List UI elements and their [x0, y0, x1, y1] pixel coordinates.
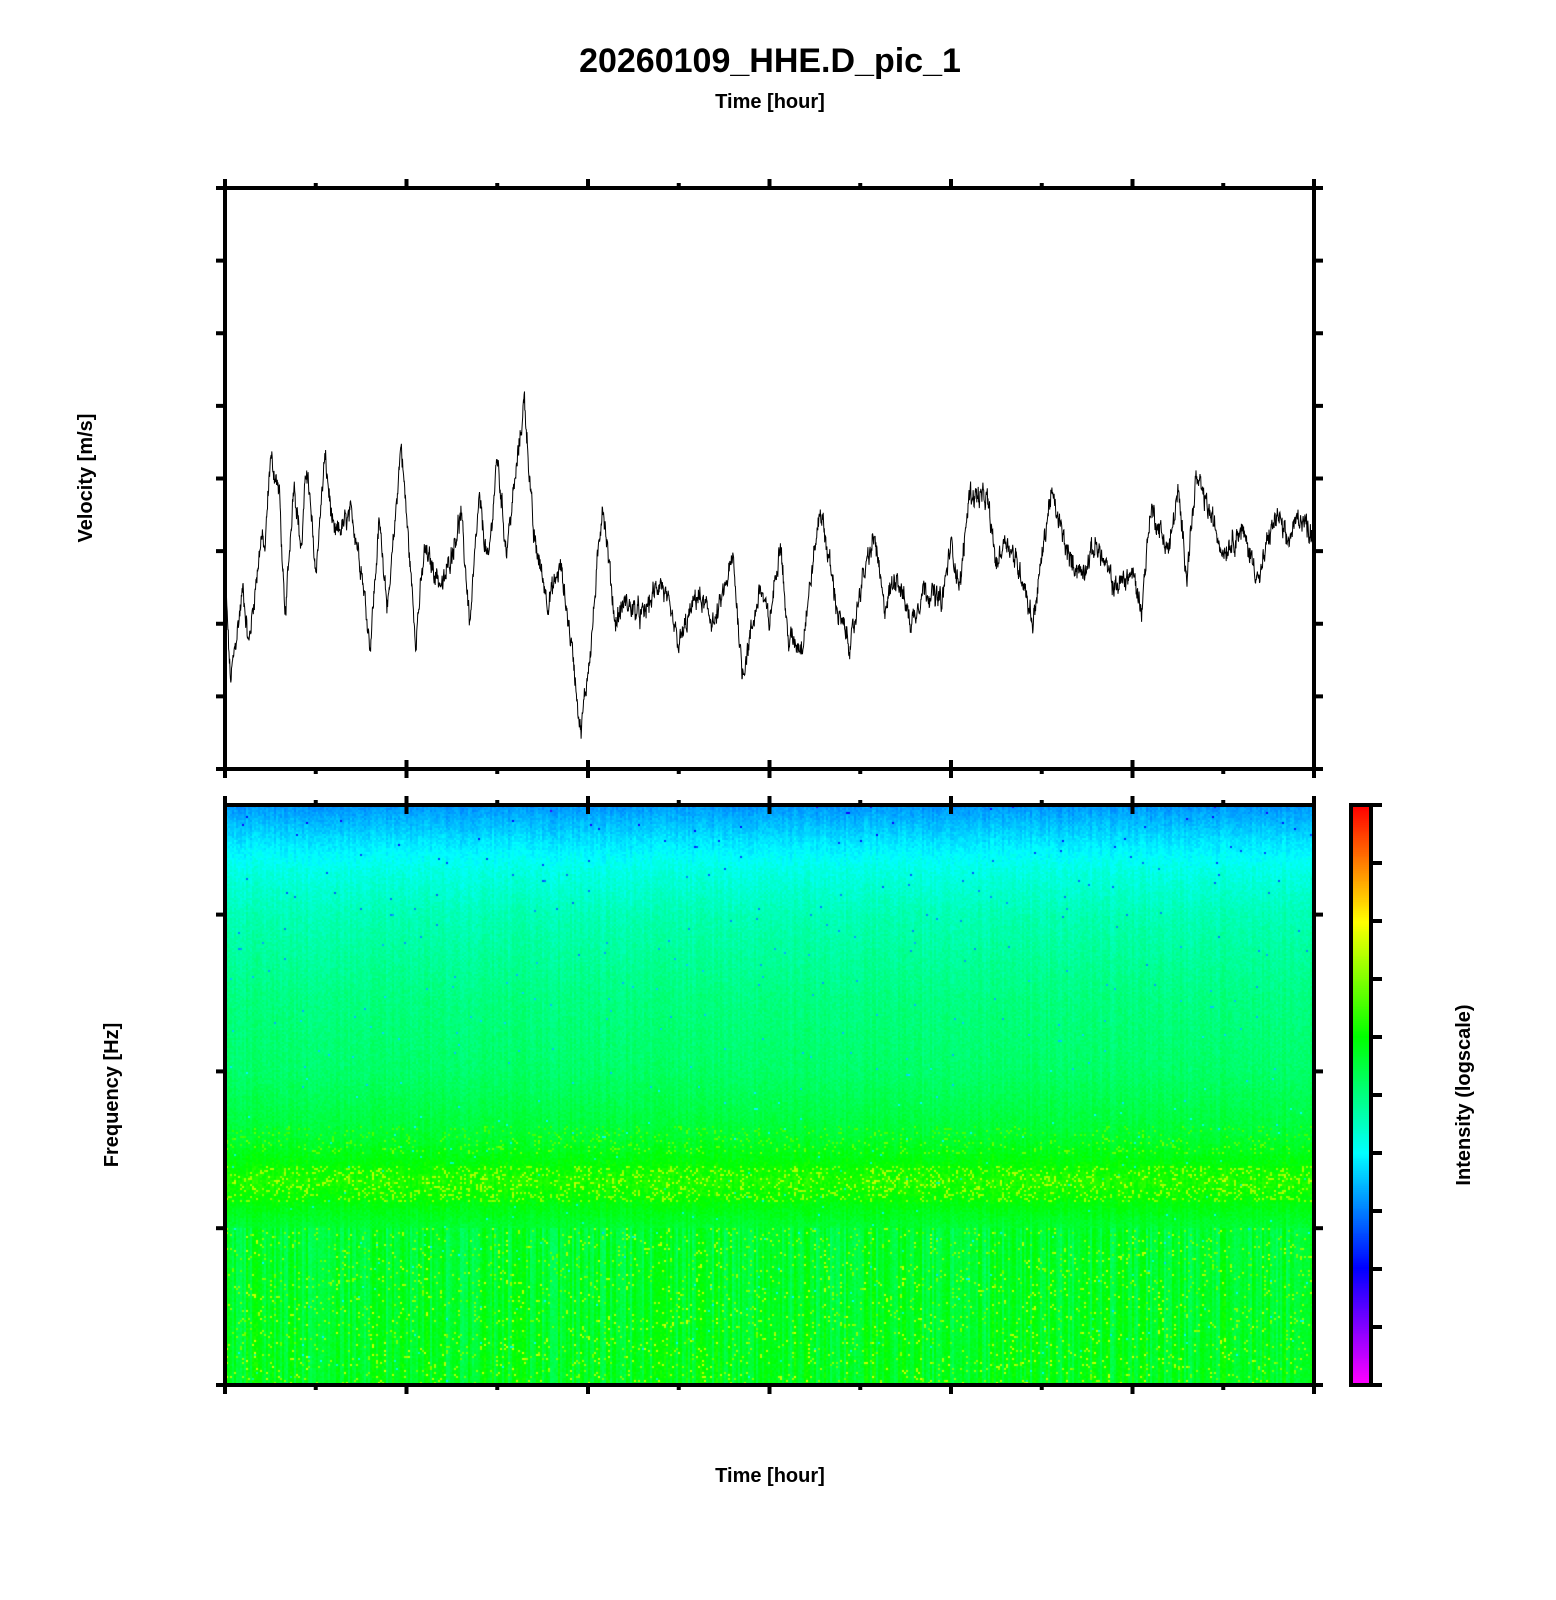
colorbar-gradient: [1352, 806, 1370, 1384]
frequency-y-axis-label: Frequency [Hz]: [101, 1023, 123, 1167]
velocity-plot-frame: [223, 186, 1316, 771]
spectrogram-image: [226, 806, 1313, 1384]
bottom-x-axis-label: Time [hour]: [715, 1465, 825, 1487]
colorbar-label: Intensity (logscale): [1453, 1004, 1475, 1185]
chart-title: 20260109_HHE.D_pic_1: [579, 42, 961, 80]
velocity-y-axis-label: Velocity [m/s]: [75, 414, 97, 543]
colorbar-frame: [1349, 803, 1373, 1387]
spectrogram-frame: [223, 803, 1316, 1387]
velocity-trace: [224, 391, 1315, 739]
top-x-axis-label: Time [hour]: [715, 91, 825, 113]
